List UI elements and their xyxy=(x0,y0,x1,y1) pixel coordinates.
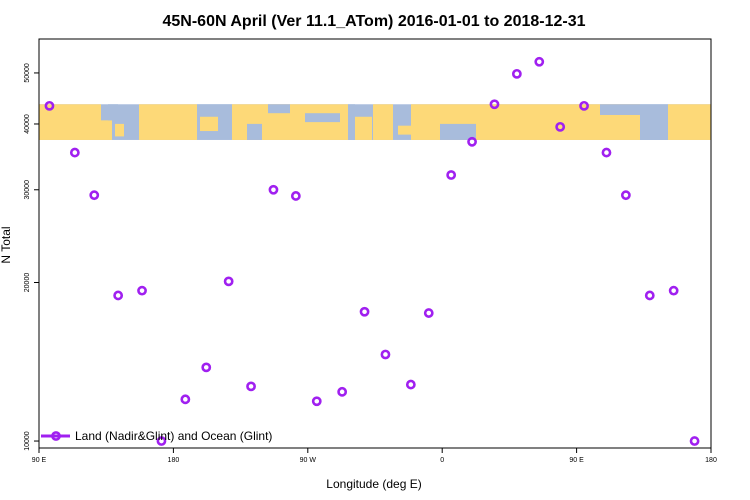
legend-label: Land (Nadir&Glint) and Ocean (Glint) xyxy=(75,429,272,443)
data-point xyxy=(534,56,545,67)
data-point xyxy=(423,308,434,318)
x-tick-label: 0 xyxy=(440,457,444,464)
map-water xyxy=(440,123,476,140)
world-map-band xyxy=(39,104,711,140)
x-tick-label: 90 E xyxy=(32,457,47,464)
data-point xyxy=(311,396,322,407)
map-water xyxy=(108,104,118,121)
data-point xyxy=(689,436,700,446)
data-point xyxy=(337,386,348,397)
x-tick-label: 90 W xyxy=(300,457,317,464)
y-axis-label: N Total xyxy=(0,226,13,263)
data-point xyxy=(405,379,416,390)
y-tick-label: 20000 xyxy=(24,273,31,293)
data-point xyxy=(601,147,612,158)
data-point xyxy=(44,100,55,111)
data-point xyxy=(644,290,655,301)
y-tick-label: 10000 xyxy=(24,431,31,451)
data-point xyxy=(446,170,457,180)
x-axis-label: Longitude (deg E) xyxy=(326,477,421,491)
data-point xyxy=(156,436,167,446)
data-point xyxy=(89,190,100,201)
map-land xyxy=(373,104,393,140)
data-point xyxy=(246,381,256,392)
y-tick-label: 30000 xyxy=(24,180,31,200)
data-point xyxy=(180,394,191,405)
legend: Land (Nadir&Glint) and Ocean (Glint) xyxy=(41,429,272,443)
legend-marker xyxy=(51,431,61,441)
data-point xyxy=(268,184,279,195)
y-tick-label: 40000 xyxy=(24,114,31,134)
x-tick-label: 90 E xyxy=(569,457,584,464)
map-water xyxy=(640,104,668,140)
x-axis: 90 E 180 90 W 0 90 E 180 xyxy=(32,448,717,464)
map-water xyxy=(197,104,232,117)
data-point xyxy=(380,349,391,360)
map-water xyxy=(305,113,340,123)
data-point xyxy=(69,147,80,158)
map-land xyxy=(139,104,197,140)
data-point xyxy=(668,285,679,296)
data-point xyxy=(137,285,147,296)
map-water xyxy=(247,123,262,140)
data-point xyxy=(223,276,234,287)
map-water xyxy=(268,104,290,114)
plot-frame xyxy=(38,38,712,449)
map-land xyxy=(115,123,124,137)
x-tick-label: 180 xyxy=(705,457,717,464)
data-point xyxy=(113,290,124,301)
x-tick-label: 180 xyxy=(168,457,180,464)
y-tick-label: 50000 xyxy=(24,63,31,83)
map-land xyxy=(398,125,411,135)
data-point xyxy=(555,121,566,132)
data-point xyxy=(620,190,631,201)
data-point xyxy=(511,68,522,79)
data-points xyxy=(44,56,700,446)
map-land xyxy=(668,104,711,140)
chart-title: 45N-60N April (Ver 11.1_ATom) 2016-01-01… xyxy=(162,13,585,30)
map-land xyxy=(355,116,372,140)
data-point xyxy=(489,99,500,110)
map-water xyxy=(348,104,355,140)
data-point xyxy=(290,191,301,201)
map-water xyxy=(600,104,640,115)
data-point xyxy=(201,362,212,373)
y-axis: 10000 20000 30000 40000 50000 xyxy=(24,63,39,451)
data-point xyxy=(579,100,589,111)
data-point xyxy=(467,136,477,147)
map-land xyxy=(101,120,112,140)
data-point xyxy=(359,306,370,317)
